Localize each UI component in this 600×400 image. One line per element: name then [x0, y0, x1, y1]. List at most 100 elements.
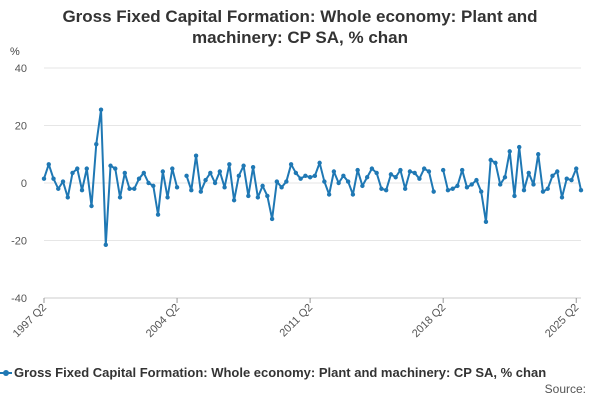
legend: Gross Fixed Capital Formation: Whole eco…: [0, 364, 600, 382]
data-point: [208, 170, 213, 176]
data-point: [288, 162, 294, 167]
chart-title-line-2: machinery: CP SA, % chan: [191, 28, 409, 47]
data-point: [317, 160, 322, 166]
data-point: [203, 177, 208, 183]
data-point: [60, 179, 66, 184]
data-point: [360, 183, 365, 189]
data-point: [155, 212, 161, 217]
data-point: [502, 175, 508, 180]
data-point: [293, 170, 299, 176]
data-point: [98, 107, 104, 112]
data-point: [165, 195, 170, 200]
data-point: [426, 169, 432, 174]
data-point: [94, 141, 99, 147]
data-point: [564, 176, 569, 181]
data-point: [521, 187, 527, 193]
data-point: [545, 186, 550, 191]
data-point: [383, 187, 389, 193]
chart-title-line-1: Gross Fixed Capital Formation: Whole eco…: [62, 7, 538, 26]
data-point: [170, 166, 175, 171]
data-point: [117, 195, 123, 200]
data-point: [132, 186, 137, 191]
data-point: [231, 198, 237, 203]
x-tick-label: 2004 Q2: [144, 302, 182, 340]
data-point: [312, 173, 318, 179]
data-point: [517, 144, 522, 150]
data-point: [459, 167, 465, 173]
data-point: [322, 179, 327, 184]
data-point: [450, 186, 455, 191]
data-point: [151, 183, 156, 189]
data-point: [269, 216, 275, 222]
data-point: [440, 167, 446, 173]
data-point: [198, 189, 204, 194]
data-point: [284, 179, 289, 184]
data-point: [488, 157, 493, 163]
data-point: [146, 180, 151, 186]
y-tick-label: 40: [15, 63, 27, 75]
data-point: [379, 186, 384, 191]
data-point: [578, 187, 584, 193]
data-point: [479, 189, 484, 194]
data-point: [536, 152, 541, 157]
data-point: [550, 173, 555, 179]
data-point: [364, 175, 370, 180]
data-point: [174, 185, 180, 190]
data-point: [407, 169, 413, 174]
data-point: [217, 169, 223, 174]
legend-swatch-icon: [0, 370, 12, 376]
data-point: [141, 170, 146, 176]
data-point: [46, 162, 51, 167]
data-point: [241, 163, 246, 168]
x-tick-label: 1997 Q2: [11, 302, 49, 340]
data-point: [56, 186, 61, 191]
data-point: [431, 189, 436, 194]
data-point: [493, 160, 498, 166]
data-point: [350, 192, 356, 197]
data-point: [417, 176, 422, 181]
data-point: [526, 170, 531, 176]
data-point: [393, 175, 398, 180]
data-point: [498, 182, 503, 187]
data-point: [355, 167, 360, 173]
data-point: [75, 166, 80, 171]
data-point: [189, 187, 194, 193]
data-point: [255, 195, 261, 200]
y-tick-label: -40: [11, 293, 27, 305]
data-point: [279, 185, 284, 190]
data-point: [212, 180, 218, 186]
data-point: [388, 172, 394, 177]
data-point: [84, 166, 89, 171]
data-point: [65, 195, 70, 200]
data-point: [483, 219, 489, 225]
data-point: [507, 149, 512, 154]
data-point: [555, 169, 560, 174]
data-point: [531, 182, 536, 187]
y-axis-label: %: [10, 46, 20, 58]
data-point: [336, 180, 341, 186]
data-point: [193, 153, 199, 158]
data-point: [421, 166, 427, 171]
legend-label: Gross Fixed Capital Formation: Whole eco…: [14, 365, 547, 380]
data-point: [559, 195, 565, 200]
data-point: [345, 179, 351, 184]
data-point: [227, 162, 232, 167]
data-point: [402, 186, 408, 191]
data-point: [260, 183, 265, 189]
chart-title: Gross Fixed Capital Formation: Whole eco…: [0, 6, 600, 48]
source-label: Source:: [544, 382, 586, 396]
data-point: [574, 166, 579, 171]
data-point: [51, 176, 56, 181]
data-point: [122, 170, 127, 176]
data-point: [160, 169, 166, 174]
data-point: [184, 173, 189, 179]
data-point: [464, 185, 470, 190]
data-point: [113, 166, 118, 171]
data-point: [512, 193, 517, 199]
x-tick-label: 2018 Q2: [410, 302, 448, 340]
data-point: [469, 182, 474, 187]
data-point: [108, 163, 113, 168]
data-point: [412, 170, 417, 176]
y-tick-label: -20: [11, 236, 27, 248]
